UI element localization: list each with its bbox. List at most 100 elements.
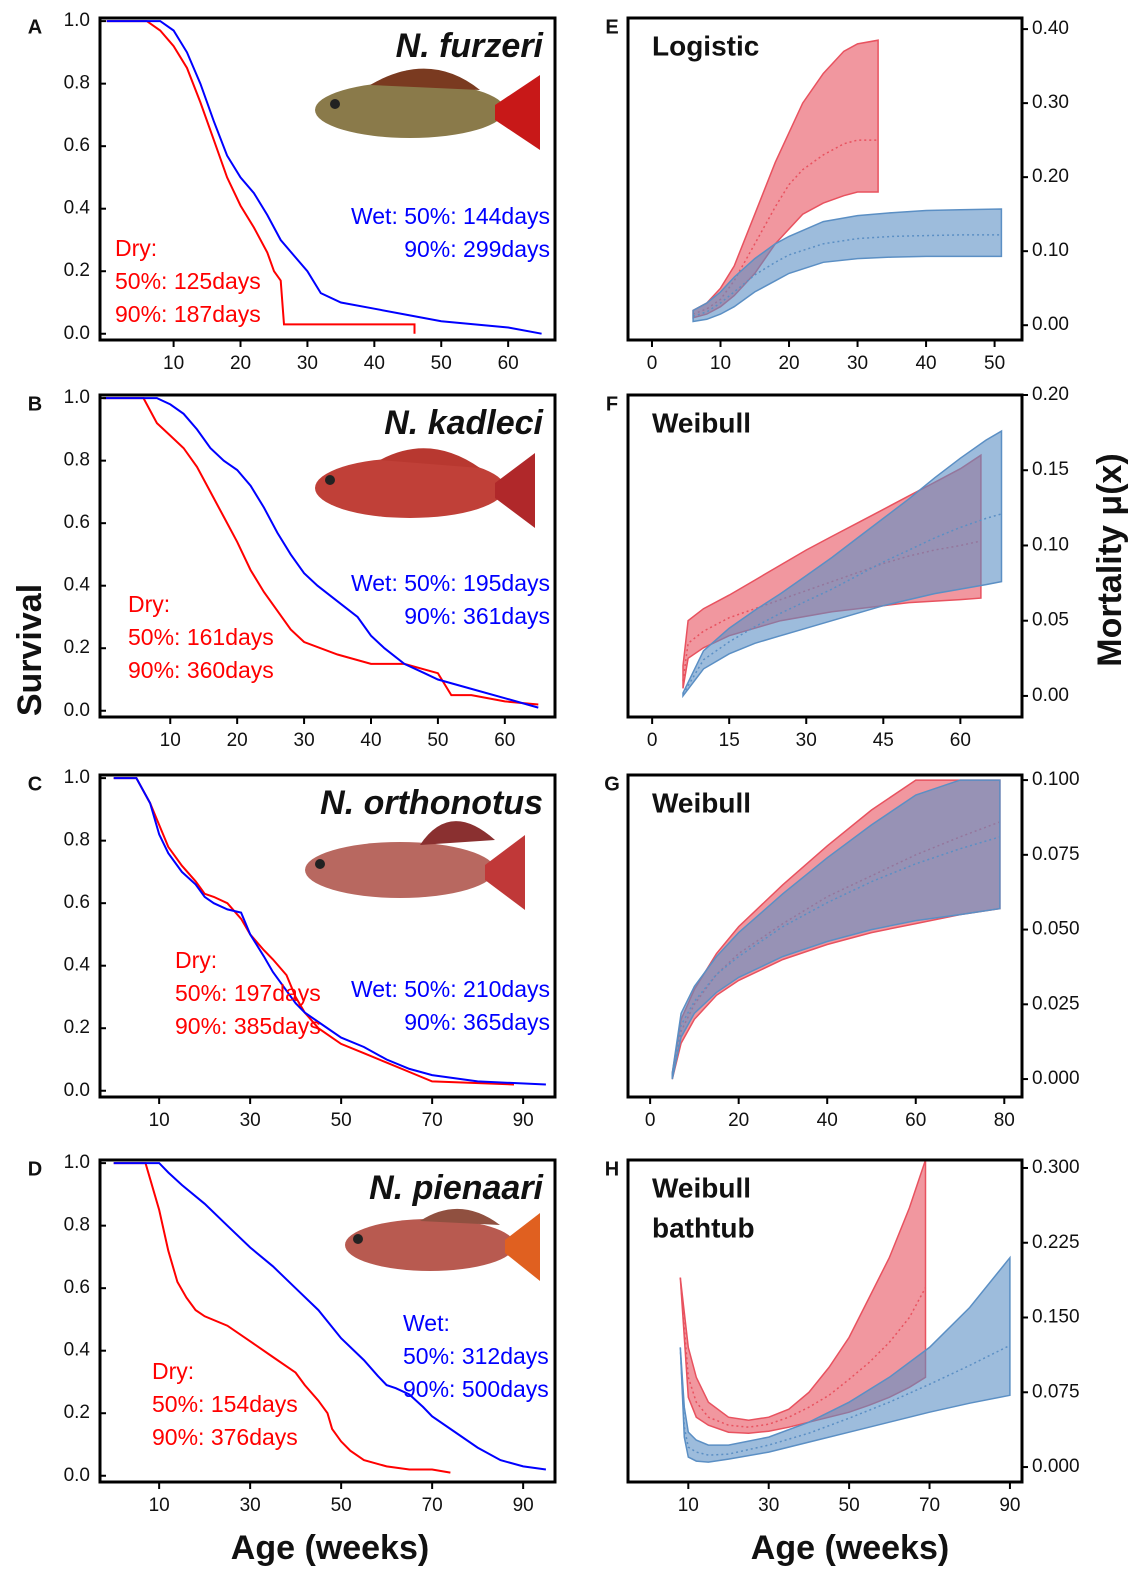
- y-tick-label: 0.300: [1032, 1157, 1080, 1178]
- x-tick-label: 45: [873, 730, 894, 751]
- x-tick-label: 60: [498, 353, 519, 374]
- median-annotation: Dry:: [128, 591, 170, 617]
- y-tick-label: 0.025: [1032, 993, 1080, 1014]
- x-tick-label: 50: [331, 1495, 352, 1516]
- survival-curve: [103, 397, 539, 706]
- panel: A 0.0 0.2 0.4 0.6 0.8 1.0 10 20 30 40 50 60 N. furzer…: [28, 10, 557, 374]
- x-tick-label: 0: [647, 730, 658, 751]
- y-tick-label: 0.4: [64, 198, 91, 219]
- plot-area: [106, 20, 542, 335]
- y-tick-label: 0.15: [1032, 459, 1069, 480]
- median-annotation: 90%: 365days: [404, 1009, 550, 1035]
- x-tick-label: 40: [360, 730, 381, 751]
- x-tick-label: 40: [817, 1110, 838, 1131]
- survival-curve: [113, 1162, 451, 1474]
- plot-frame: [98, 773, 557, 1099]
- x-tick-label: 0: [645, 1110, 656, 1131]
- y-tick-label: 0.40: [1032, 18, 1069, 39]
- panel-letter: E: [605, 16, 618, 38]
- panel: D 0.0 0.2 0.4 0.6 0.8 1.0 10 30 50 70 90 N. pienaari…: [28, 1152, 557, 1516]
- x-tick-label: 10: [678, 1495, 699, 1516]
- x-tick-label: 20: [778, 353, 799, 374]
- panel-letter: G: [604, 773, 620, 795]
- confidence-band: [692, 208, 1003, 323]
- median-annotation: Dry:: [115, 235, 157, 261]
- x-tick-label: 70: [919, 1495, 940, 1516]
- median-annotation: Wet: 50%: 144days: [351, 203, 550, 229]
- x-tick-label: 10: [149, 1110, 170, 1131]
- x-tick-label: 10: [163, 353, 184, 374]
- y-tick-label: 0.20: [1032, 166, 1069, 187]
- y-tick-label: 0.00: [1032, 314, 1069, 335]
- model-title: Weibull: [652, 787, 751, 818]
- plot-frame: [98, 16, 557, 342]
- y-tick-label: 0.4: [64, 955, 91, 976]
- median-annotation: Wet: 50%: 210days: [351, 976, 550, 1002]
- y-axis-title-left: Survival: [11, 584, 49, 716]
- plot-frame: [626, 773, 1024, 1099]
- plot-frame: [626, 393, 1024, 719]
- y-tick-label: 0.0: [64, 700, 90, 721]
- x-tick-label: 60: [905, 1110, 926, 1131]
- y-tick-label: 0.0: [64, 1465, 90, 1486]
- fish-a: [315, 68, 540, 150]
- median-annotation: Wet:: [403, 1310, 450, 1336]
- y-tick-label: 0.2: [64, 260, 90, 281]
- panel-letter: F: [606, 393, 618, 415]
- survival-curve: [113, 777, 546, 1086]
- plot-area: [679, 1160, 1011, 1463]
- y-tick-label: 0.2: [64, 637, 90, 658]
- panel: F 0.00 0.05 0.10 0.15 0.20 0 15 30 45 60 Weibull: [606, 384, 1069, 751]
- panel-letter: D: [28, 1158, 42, 1180]
- mean-curve: [692, 234, 1002, 318]
- y-tick-label: 1.0: [64, 10, 90, 31]
- x-tick-label: 30: [240, 1110, 261, 1131]
- y-tick-label: 0.05: [1032, 610, 1069, 631]
- fish-d: [345, 1208, 540, 1281]
- median-annotation: 50%: 312days: [403, 1343, 549, 1369]
- median-annotation: 50%: 154days: [152, 1391, 298, 1417]
- median-annotation: 50%: 197days: [175, 980, 321, 1006]
- confidence-band: [671, 779, 1001, 1080]
- y-tick-label: 0.6: [64, 135, 90, 156]
- y-tick-label: 0.8: [64, 830, 90, 851]
- plot-frame: [98, 393, 557, 719]
- plot-area: [113, 777, 546, 1086]
- x-tick-label: 30: [796, 730, 817, 751]
- x-tick-label: 30: [294, 730, 315, 751]
- mean-curve: [671, 836, 1001, 1077]
- plot-frame: [98, 1158, 557, 1484]
- x-tick-label: 90: [513, 1495, 534, 1516]
- confidence-band: [679, 1255, 1011, 1463]
- x-tick-label: 90: [513, 1110, 534, 1131]
- x-tick-label: 70: [422, 1495, 443, 1516]
- x-axis-title-right: Age (weeks): [751, 1529, 949, 1567]
- survival-curve: [113, 777, 515, 1086]
- y-tick-label: 1.0: [64, 767, 90, 788]
- x-tick-label: 50: [839, 1495, 860, 1516]
- survival-curve: [103, 397, 539, 709]
- panel: B 0.0 0.2 0.4 0.6 0.8 1.0 10 20 30 40 50 60 N. kadlec…: [28, 387, 557, 751]
- x-tick-label: 60: [950, 730, 971, 751]
- median-annotation: Wet: 50%: 195days: [351, 570, 550, 596]
- x-tick-label: 20: [728, 1110, 749, 1131]
- plot-area: [671, 779, 1001, 1080]
- y-tick-label: 0.075: [1032, 844, 1080, 865]
- mean-curve: [692, 139, 879, 315]
- panel-letter: H: [605, 1158, 619, 1180]
- survival-curve: [106, 20, 416, 334]
- mean-curve: [679, 1277, 927, 1428]
- y-tick-label: 0.30: [1032, 92, 1069, 113]
- median-annotation: 90%: 376days: [152, 1424, 298, 1450]
- y-tick-label: 0.050: [1032, 919, 1080, 940]
- model-title: Weibull: [652, 407, 751, 438]
- y-tick-label: 0.4: [64, 1340, 91, 1361]
- x-tick-label: 30: [240, 1495, 261, 1516]
- y-tick-label: 0.00: [1032, 685, 1069, 706]
- x-tick-label: 40: [364, 353, 385, 374]
- y-tick-label: 0.000: [1032, 1456, 1080, 1477]
- panel: H 0.000 0.075 0.150 0.225 0.300 10 30 50 70 90 Weib…: [605, 1157, 1080, 1516]
- confidence-band: [682, 429, 1003, 699]
- median-annotation: 90%: 299days: [404, 236, 550, 262]
